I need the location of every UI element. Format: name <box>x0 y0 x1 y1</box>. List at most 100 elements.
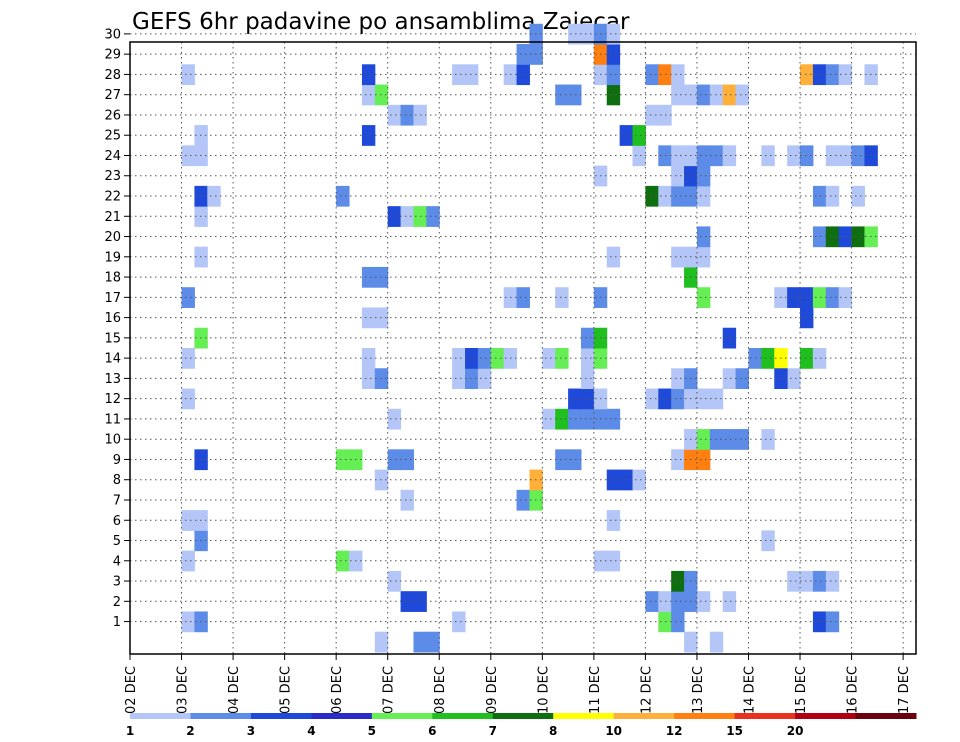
x-tick-label: 06 DEC <box>330 666 345 714</box>
heatmap-cell <box>361 307 376 329</box>
x-tick-label: 02 DEC <box>124 666 139 714</box>
heatmap-cell <box>516 287 530 308</box>
heatmap-cell <box>580 23 595 45</box>
y-tick-label: 20 <box>104 230 121 245</box>
heatmap-cell <box>374 307 389 329</box>
heatmap-cell <box>374 631 389 653</box>
heatmap-cell <box>812 348 827 369</box>
heatmap-cell <box>645 64 659 86</box>
heatmap-cell <box>709 429 724 450</box>
legend-label: 6 <box>428 724 436 738</box>
legend-label: 12 <box>666 724 683 738</box>
heatmap-cell <box>684 631 698 653</box>
heatmap-cell <box>568 388 582 410</box>
heatmap-cell <box>709 145 724 167</box>
heatmap-cell <box>568 23 582 45</box>
heatmap-cell <box>671 388 685 410</box>
legend-label: 20 <box>787 724 804 738</box>
heatmap-cell <box>400 591 414 612</box>
x-tick-label: 16 DEC <box>846 666 861 714</box>
legend-swatch <box>250 713 312 719</box>
legend-swatch <box>553 713 615 719</box>
heatmap-cell <box>542 408 556 430</box>
y-tick-label: 3 <box>113 575 121 590</box>
heatmap-cell <box>761 145 775 167</box>
y-tick-label: 14 <box>104 352 121 367</box>
heatmap-cell <box>787 570 801 592</box>
legend-label: 2 <box>186 724 194 738</box>
heatmap-cell <box>568 408 582 430</box>
heatmap-cell <box>671 84 685 106</box>
x-tick-label: 03 DEC <box>176 666 191 714</box>
heatmap-cell <box>426 206 440 227</box>
y-tick-label: 22 <box>104 190 121 205</box>
heatmap-cell <box>606 84 621 106</box>
heatmap-cell <box>374 84 389 106</box>
heatmap-cell <box>452 611 466 633</box>
legend-swatch <box>371 713 433 719</box>
heatmap-cell <box>671 246 685 268</box>
heatmap-cell <box>787 287 801 308</box>
heatmap-cell <box>696 449 711 471</box>
heatmap-cell <box>516 44 530 65</box>
heatmap-cell <box>735 84 749 106</box>
y-tick-label: 11 <box>104 412 121 427</box>
heatmap-cell <box>606 44 621 65</box>
legend-label: 8 <box>549 724 557 738</box>
y-tick-label: 21 <box>104 210 121 225</box>
y-tick-label: 15 <box>104 331 121 346</box>
heatmap-cell <box>374 469 389 491</box>
heatmap-cell <box>812 570 827 592</box>
legend-swatch <box>190 713 252 719</box>
heatmap-cell <box>825 64 840 86</box>
y-tick-label: 4 <box>113 554 121 569</box>
heatmap-cell <box>696 226 711 248</box>
heatmap-cell <box>580 388 595 410</box>
heatmap-cell <box>181 287 195 308</box>
heatmap-cell <box>825 185 840 207</box>
heatmap-cell <box>696 246 711 268</box>
heatmap-cell <box>465 64 479 86</box>
y-axis: 1234567891011121314151617181920212223242… <box>104 27 130 630</box>
heatmap-cell <box>181 550 195 572</box>
heatmap-cell <box>671 611 685 633</box>
x-tick-label: 11 DEC <box>588 666 603 714</box>
heatmap-cell <box>800 145 814 167</box>
heatmap-cell <box>761 348 775 369</box>
heatmap-cell <box>761 429 775 450</box>
y-tick-label: 16 <box>104 311 121 326</box>
x-tick-label: 04 DEC <box>227 666 242 714</box>
heatmap-cell <box>800 64 814 86</box>
heatmap-cell <box>606 64 621 86</box>
y-tick-label: 30 <box>104 27 121 42</box>
heatmap-cell <box>658 64 672 86</box>
heatmap-cell <box>452 348 466 369</box>
heatmap-cell <box>696 591 711 612</box>
heatmap-cell <box>606 550 621 572</box>
heatmap-cell <box>671 145 685 167</box>
legend-swatch <box>734 713 796 719</box>
heatmap-cell <box>555 348 569 369</box>
heatmap-cell <box>671 449 685 471</box>
heatmap-cell <box>787 368 801 390</box>
heatmap-cell <box>465 368 479 390</box>
heatmap-cell <box>800 307 814 329</box>
heatmap-cell <box>387 104 402 126</box>
legend-swatch <box>492 713 554 719</box>
heatmap-cell <box>696 185 711 207</box>
heatmap-cell <box>361 348 376 369</box>
heatmap-cell <box>658 145 672 167</box>
y-tick-label: 25 <box>104 129 121 144</box>
heatmap-cell <box>825 145 840 167</box>
heatmap-cell <box>387 206 402 227</box>
heatmap-cell <box>658 104 672 126</box>
heatmap-cell <box>696 145 711 167</box>
x-tick-label: 05 DEC <box>279 666 294 714</box>
legend-swatch <box>432 713 494 719</box>
heatmap-cell <box>465 348 479 369</box>
heatmap-cell <box>709 388 724 410</box>
heatmap-cell <box>452 368 466 390</box>
heatmap-cell <box>722 84 737 106</box>
heatmap-cell <box>825 611 840 633</box>
heatmap-cell <box>452 64 466 86</box>
